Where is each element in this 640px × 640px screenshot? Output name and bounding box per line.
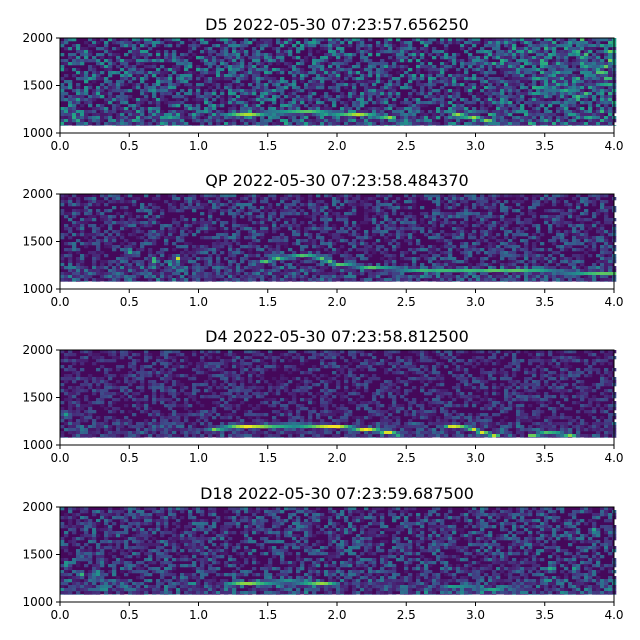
spectrogram-panel-2: D4 2022-05-30 07:23:58.812500 0.0 0.5 1.0 1.… — [22, 327, 623, 465]
x-tick-label: 3.5 — [535, 451, 554, 465]
y-tick-label: 1500 — [22, 235, 53, 249]
x-tick-label: 4.0 — [604, 451, 623, 465]
x-tick-label: 0.5 — [120, 139, 139, 153]
x-tick-label: 4.0 — [604, 608, 623, 622]
x-tick-label: 2.5 — [397, 139, 416, 153]
spectrogram-heatmap — [60, 350, 617, 438]
x-tick-label: 3.5 — [535, 139, 554, 153]
x-tick-label: 4.0 — [604, 295, 623, 309]
panel-title: D18 2022-05-30 07:23:59.687500 — [200, 484, 474, 503]
x-tick-label: 1.5 — [258, 451, 277, 465]
y-tick-label: 1000 — [22, 438, 53, 452]
y-tick-label: 2000 — [22, 343, 53, 357]
x-tick-label: 0.5 — [120, 608, 139, 622]
x-tick-label: 0.0 — [50, 139, 69, 153]
spectrogram-heatmap — [60, 507, 617, 595]
x-tick-label: 0.5 — [120, 451, 139, 465]
y-tick-label: 1000 — [22, 126, 53, 140]
spectrogram-panel-0: D5 2022-05-30 07:23:57.656250 0.0 0.5 1.0 1.… — [22, 15, 623, 153]
x-tick-label: 3.0 — [466, 451, 485, 465]
y-tick-label: 1000 — [22, 282, 53, 296]
x-tick-label: 0.5 — [120, 295, 139, 309]
panel-title: QP 2022-05-30 07:23:58.484370 — [205, 171, 468, 190]
y-tick-label: 2000 — [22, 187, 53, 201]
x-tick-label: 2.5 — [397, 451, 416, 465]
x-tick-label: 1.0 — [189, 295, 208, 309]
x-tick-label: 0.0 — [50, 451, 69, 465]
x-tick-label: 3.0 — [466, 608, 485, 622]
x-tick-label: 2.0 — [327, 295, 346, 309]
x-tick-label: 3.0 — [466, 295, 485, 309]
y-tick-label: 1500 — [22, 391, 53, 405]
x-tick-label: 2.0 — [327, 139, 346, 153]
x-tick-label: 3.5 — [535, 608, 554, 622]
x-tick-label: 2.0 — [327, 451, 346, 465]
x-tick-label: 3.5 — [535, 295, 554, 309]
spectrogram-heatmap — [60, 194, 617, 282]
y-tick-label: 1500 — [22, 79, 53, 93]
spectrogram-heatmap — [60, 38, 617, 126]
x-tick-label: 1.5 — [258, 295, 277, 309]
x-tick-label: 1.0 — [189, 139, 208, 153]
x-tick-label: 1.0 — [189, 451, 208, 465]
x-tick-label: 0.0 — [50, 295, 69, 309]
x-tick-label: 4.0 — [604, 139, 623, 153]
spectrogram-panel-1: QP 2022-05-30 07:23:58.484370 0.0 0.5 1.0 1.… — [22, 171, 623, 309]
x-tick-label: 1.5 — [258, 608, 277, 622]
x-tick-label: 2.5 — [397, 295, 416, 309]
x-tick-label: 3.0 — [466, 139, 485, 153]
x-tick-label: 1.0 — [189, 608, 208, 622]
y-tick-label: 2000 — [22, 31, 53, 45]
y-tick-label: 1000 — [22, 595, 53, 609]
x-tick-label: 2.5 — [397, 608, 416, 622]
panel-title: D5 2022-05-30 07:23:57.656250 — [205, 15, 469, 34]
x-tick-label: 2.0 — [327, 608, 346, 622]
y-tick-label: 1500 — [22, 548, 53, 562]
spectrogram-panel-3: D18 2022-05-30 07:23:59.687500 0.0 0.5 1.0 1… — [22, 484, 623, 622]
panel-title: D4 2022-05-30 07:23:58.812500 — [205, 327, 469, 346]
x-tick-label: 0.0 — [50, 608, 69, 622]
y-tick-label: 2000 — [22, 500, 53, 514]
x-tick-label: 1.5 — [258, 139, 277, 153]
